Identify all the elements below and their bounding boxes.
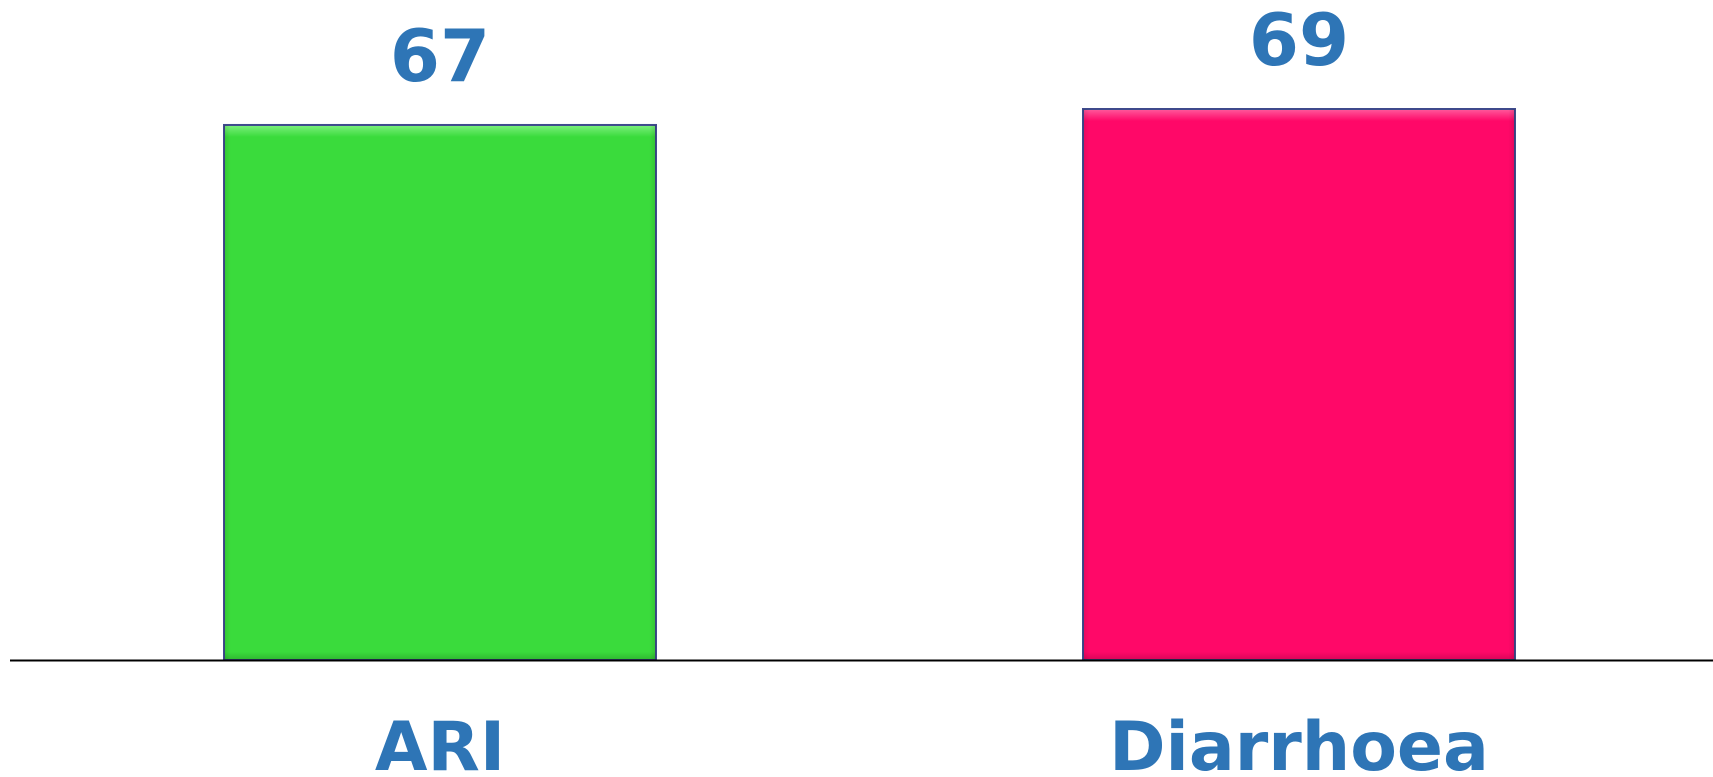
bar-shading-diarrhoea <box>1083 109 1515 660</box>
bar-shading-ari <box>224 124 656 661</box>
category-label-diarrhoea: Diarrhoea <box>1109 708 1489 777</box>
bars-layer <box>223 108 1516 662</box>
data-label-diarrhoea: 69 <box>1249 0 1349 82</box>
labels-layer: 67 ARI 69 Diarrhoea <box>375 0 1489 777</box>
data-label-ari: 67 <box>390 14 490 98</box>
category-label-ari: ARI <box>375 708 505 777</box>
